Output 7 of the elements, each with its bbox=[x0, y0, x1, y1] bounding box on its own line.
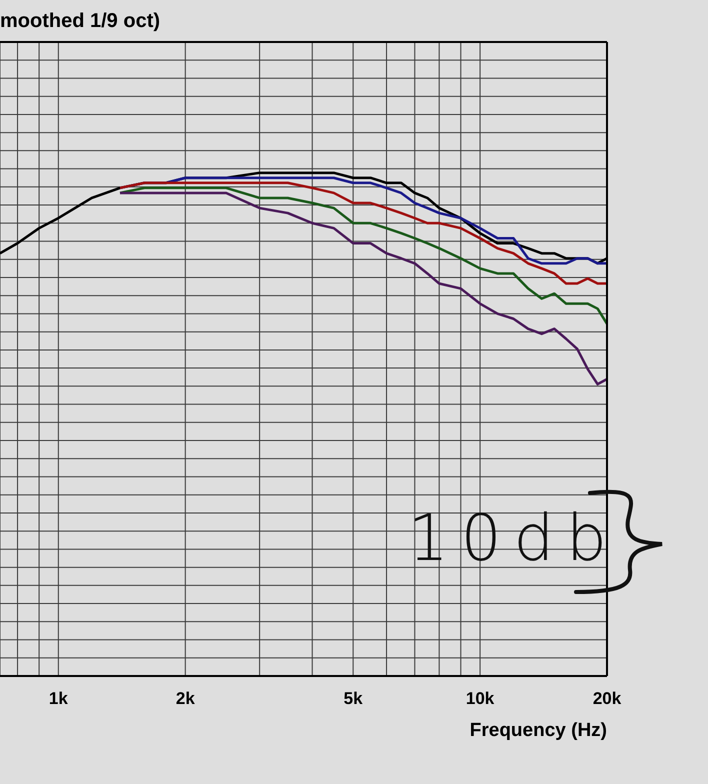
x-tick-label: 5k bbox=[344, 689, 364, 708]
x-tick-label: 2k bbox=[176, 689, 196, 708]
x-tick-label: 10k bbox=[466, 689, 495, 708]
x-axis-title: Frequency (Hz) bbox=[470, 720, 607, 741]
x-tick-label: 1k bbox=[48, 689, 68, 708]
chart-title: moothed 1/9 oct) bbox=[0, 10, 160, 33]
x-tick-label: 20k bbox=[592, 689, 622, 708]
